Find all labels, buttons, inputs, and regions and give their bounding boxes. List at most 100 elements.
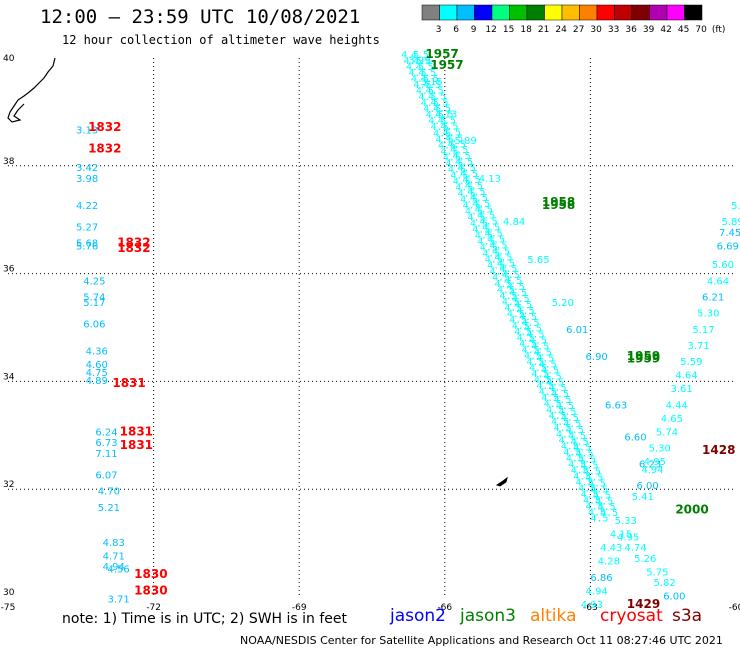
track-glyph: 4.5 bbox=[428, 116, 446, 127]
colorbar-label: 42 bbox=[660, 25, 671, 35]
swh-label: 4.89 bbox=[86, 376, 108, 387]
track-glyph: 4.5 bbox=[509, 315, 527, 326]
time-label: 1832 bbox=[117, 241, 150, 255]
colorbar-swatch bbox=[614, 4, 633, 21]
track-glyph: 4.5 bbox=[531, 342, 549, 353]
colorbar-swatch bbox=[456, 4, 475, 21]
swh-label: 4.94 bbox=[586, 586, 608, 597]
time-label: 1832 bbox=[88, 141, 121, 155]
time-label: 1831 bbox=[112, 376, 145, 390]
colorbar-label: 70 bbox=[695, 25, 707, 35]
colorbar-label: 36 bbox=[625, 25, 637, 35]
x-tick-label: -69 bbox=[292, 603, 307, 613]
swh-label: 4.65 bbox=[661, 414, 683, 425]
colorbar-label: 27 bbox=[573, 25, 584, 35]
track-glyph: 4.5 bbox=[568, 459, 586, 470]
swh-label: 5.17 bbox=[692, 325, 714, 336]
track-glyph: 4.5 bbox=[470, 219, 488, 230]
track-glyph: 4.5 bbox=[480, 217, 498, 228]
y-tick-label: 36 bbox=[3, 265, 15, 275]
colorbar-swatch bbox=[631, 4, 650, 21]
swh-label: 7.11 bbox=[95, 449, 117, 460]
track-glyph: 4.5 bbox=[554, 423, 572, 434]
swh-label: 7.45 bbox=[719, 228, 740, 239]
track-glyph: 4.5 bbox=[573, 471, 591, 482]
track-glyph: 4.5 bbox=[460, 194, 478, 205]
track-glyph: 4.5 bbox=[436, 134, 454, 145]
track-glyph: 4.5 bbox=[477, 211, 495, 222]
track-glyph: 4.5 bbox=[428, 92, 446, 103]
y-tick-label: 40 bbox=[3, 54, 15, 64]
swh-label: 4.83 bbox=[103, 538, 125, 549]
track-glyph: 4.5 bbox=[438, 115, 456, 126]
colorbar-label: 9 bbox=[471, 25, 477, 35]
track-glyph: 4.5 bbox=[455, 157, 473, 168]
track-glyph: 4.5 bbox=[416, 86, 434, 97]
colorbar-label: 18 bbox=[520, 25, 532, 35]
track-glyph: 4.5 bbox=[526, 357, 544, 368]
satellite-altika: altika bbox=[530, 606, 577, 626]
track-glyph: 4.5 bbox=[440, 121, 458, 132]
swh-label: 5.53 bbox=[731, 201, 740, 212]
swh-label: 5.65 bbox=[527, 255, 549, 266]
track-glyph: 4.5 bbox=[578, 455, 596, 466]
colorbar-swatch bbox=[561, 4, 580, 21]
track-glyph: 4.5 bbox=[465, 181, 483, 192]
track-glyph: 4.5 bbox=[514, 300, 532, 311]
swh-label: 5.74 bbox=[83, 293, 105, 304]
chart-subtitle: 12 hour collection of altimeter wave hei… bbox=[62, 33, 380, 47]
swh-label: 4.74 bbox=[624, 543, 646, 554]
track-glyph: 4.5 bbox=[539, 387, 557, 398]
swh-label: 5.89 bbox=[455, 136, 477, 147]
track-glyph: 4.5 bbox=[475, 231, 493, 242]
swh-label: 5.21 bbox=[98, 503, 120, 514]
track-glyph: 4.5 bbox=[526, 330, 544, 341]
track-glyph: 4.5 bbox=[558, 435, 576, 446]
colorbar-label: 39 bbox=[643, 25, 655, 35]
track-glyph: 4.5 bbox=[443, 127, 461, 138]
track-glyph: 4.5 bbox=[524, 351, 542, 362]
colorbar-swatch bbox=[666, 4, 685, 21]
swh-label: 4.64 bbox=[707, 276, 729, 287]
swh-label: 4.71 bbox=[103, 551, 125, 562]
track-glyph: 4.5 bbox=[600, 508, 618, 519]
track-glyph: 4.5 bbox=[492, 246, 510, 257]
track-glyph: 4.5 bbox=[477, 237, 495, 248]
track-glyph: 4.5 bbox=[497, 285, 515, 296]
track-glyph: 4.5 bbox=[517, 333, 535, 344]
track-glyph: 4.5 bbox=[590, 484, 608, 495]
colorbar-label: 12 bbox=[485, 25, 496, 35]
track-glyph: 4.5 bbox=[593, 490, 611, 501]
swh-label: 6.63 bbox=[605, 400, 627, 411]
x-tick-label: -60 bbox=[729, 603, 740, 613]
track-glyph: 4.5 bbox=[556, 401, 574, 412]
swh-label: 6.24 bbox=[95, 427, 117, 438]
credit-line: NOAA/NESDIS Center for Satellite Applica… bbox=[240, 634, 723, 647]
track-glyph: 4.5 bbox=[482, 249, 500, 260]
swh-label: 5.33 bbox=[615, 516, 637, 527]
swh-label: 5.76 bbox=[76, 241, 98, 252]
track-glyph: 4.5 bbox=[467, 213, 485, 224]
track-glyph: 4.5 bbox=[502, 297, 520, 308]
track-glyph: 4.5 bbox=[551, 417, 569, 428]
track-glyph: 4.5 bbox=[521, 318, 539, 329]
track-glyph: 4.5 bbox=[416, 62, 434, 73]
swh-label: 6.69 bbox=[717, 241, 739, 252]
track-glyph: 4.5 bbox=[482, 223, 500, 234]
swh-label: 5.59 bbox=[680, 357, 702, 368]
track-glyph: 4.5 bbox=[418, 68, 436, 79]
swh-label: 6.00 bbox=[663, 592, 685, 603]
track-glyph: 4.5 bbox=[433, 104, 451, 115]
track-glyph: 4.5 bbox=[544, 371, 562, 382]
track-glyph: 4.5 bbox=[573, 443, 591, 454]
swh-label: 6.21 bbox=[702, 293, 724, 304]
swh-label: 4.13 bbox=[435, 109, 457, 120]
swh-label: 6.07 bbox=[95, 470, 117, 481]
track-glyph: 4.5 bbox=[546, 405, 564, 416]
track-glyph: 4.5 bbox=[418, 92, 436, 103]
track-glyph: 4.5 bbox=[458, 188, 476, 199]
time-label: 1831 bbox=[120, 438, 153, 452]
swh-label: 6.73 bbox=[95, 438, 117, 449]
track-glyph: 4.5 bbox=[512, 321, 530, 332]
track-glyph: 4.5 bbox=[534, 375, 552, 386]
